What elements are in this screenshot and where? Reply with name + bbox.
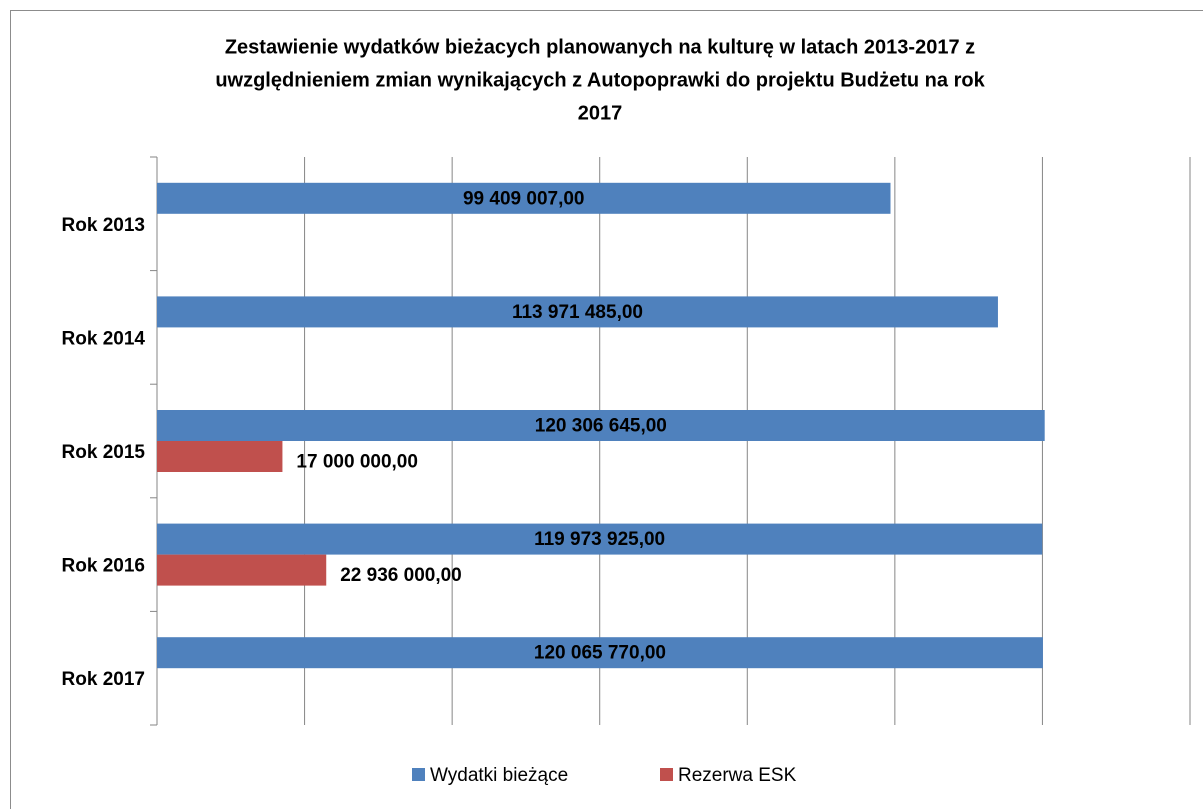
data-label: 120 306 645,00	[535, 416, 667, 437]
y-tick-label: Rok 2014	[62, 328, 146, 349]
bar	[157, 554, 327, 586]
data-label: 22 936 000,00	[340, 565, 462, 586]
bar	[157, 296, 998, 328]
bar	[157, 637, 1043, 669]
data-label: 120 065 770,00	[534, 643, 666, 664]
data-label: 17 000 000,00	[296, 452, 418, 473]
chart-title: 2017	[578, 102, 623, 124]
data-label: 99 409 007,00	[463, 188, 585, 209]
legend-label: Wydatki bieżące	[430, 765, 568, 786]
data-label: 119 973 925,00	[534, 529, 665, 550]
bar	[157, 441, 283, 472]
data-label: 113 971 485,00	[512, 302, 643, 323]
legend-swatch	[660, 768, 673, 781]
bar	[157, 182, 891, 214]
chart-title: Zestawienie wydatków bieżacych planowany…	[225, 36, 975, 58]
chart-title: uwzględnieniem zmian wynikających z Auto…	[215, 69, 985, 91]
y-tick-label: Rok 2017	[62, 669, 145, 690]
bar	[157, 523, 1043, 555]
chart-frame	[10, 10, 1203, 809]
y-tick-label: Rok 2013	[62, 215, 145, 236]
y-tick-label: Rok 2015	[62, 442, 146, 463]
y-tick-label: Rok 2016	[62, 556, 145, 577]
legend-swatch	[412, 768, 425, 781]
legend-label: Rezerwa ESK	[678, 765, 797, 786]
bar	[157, 410, 1045, 441]
